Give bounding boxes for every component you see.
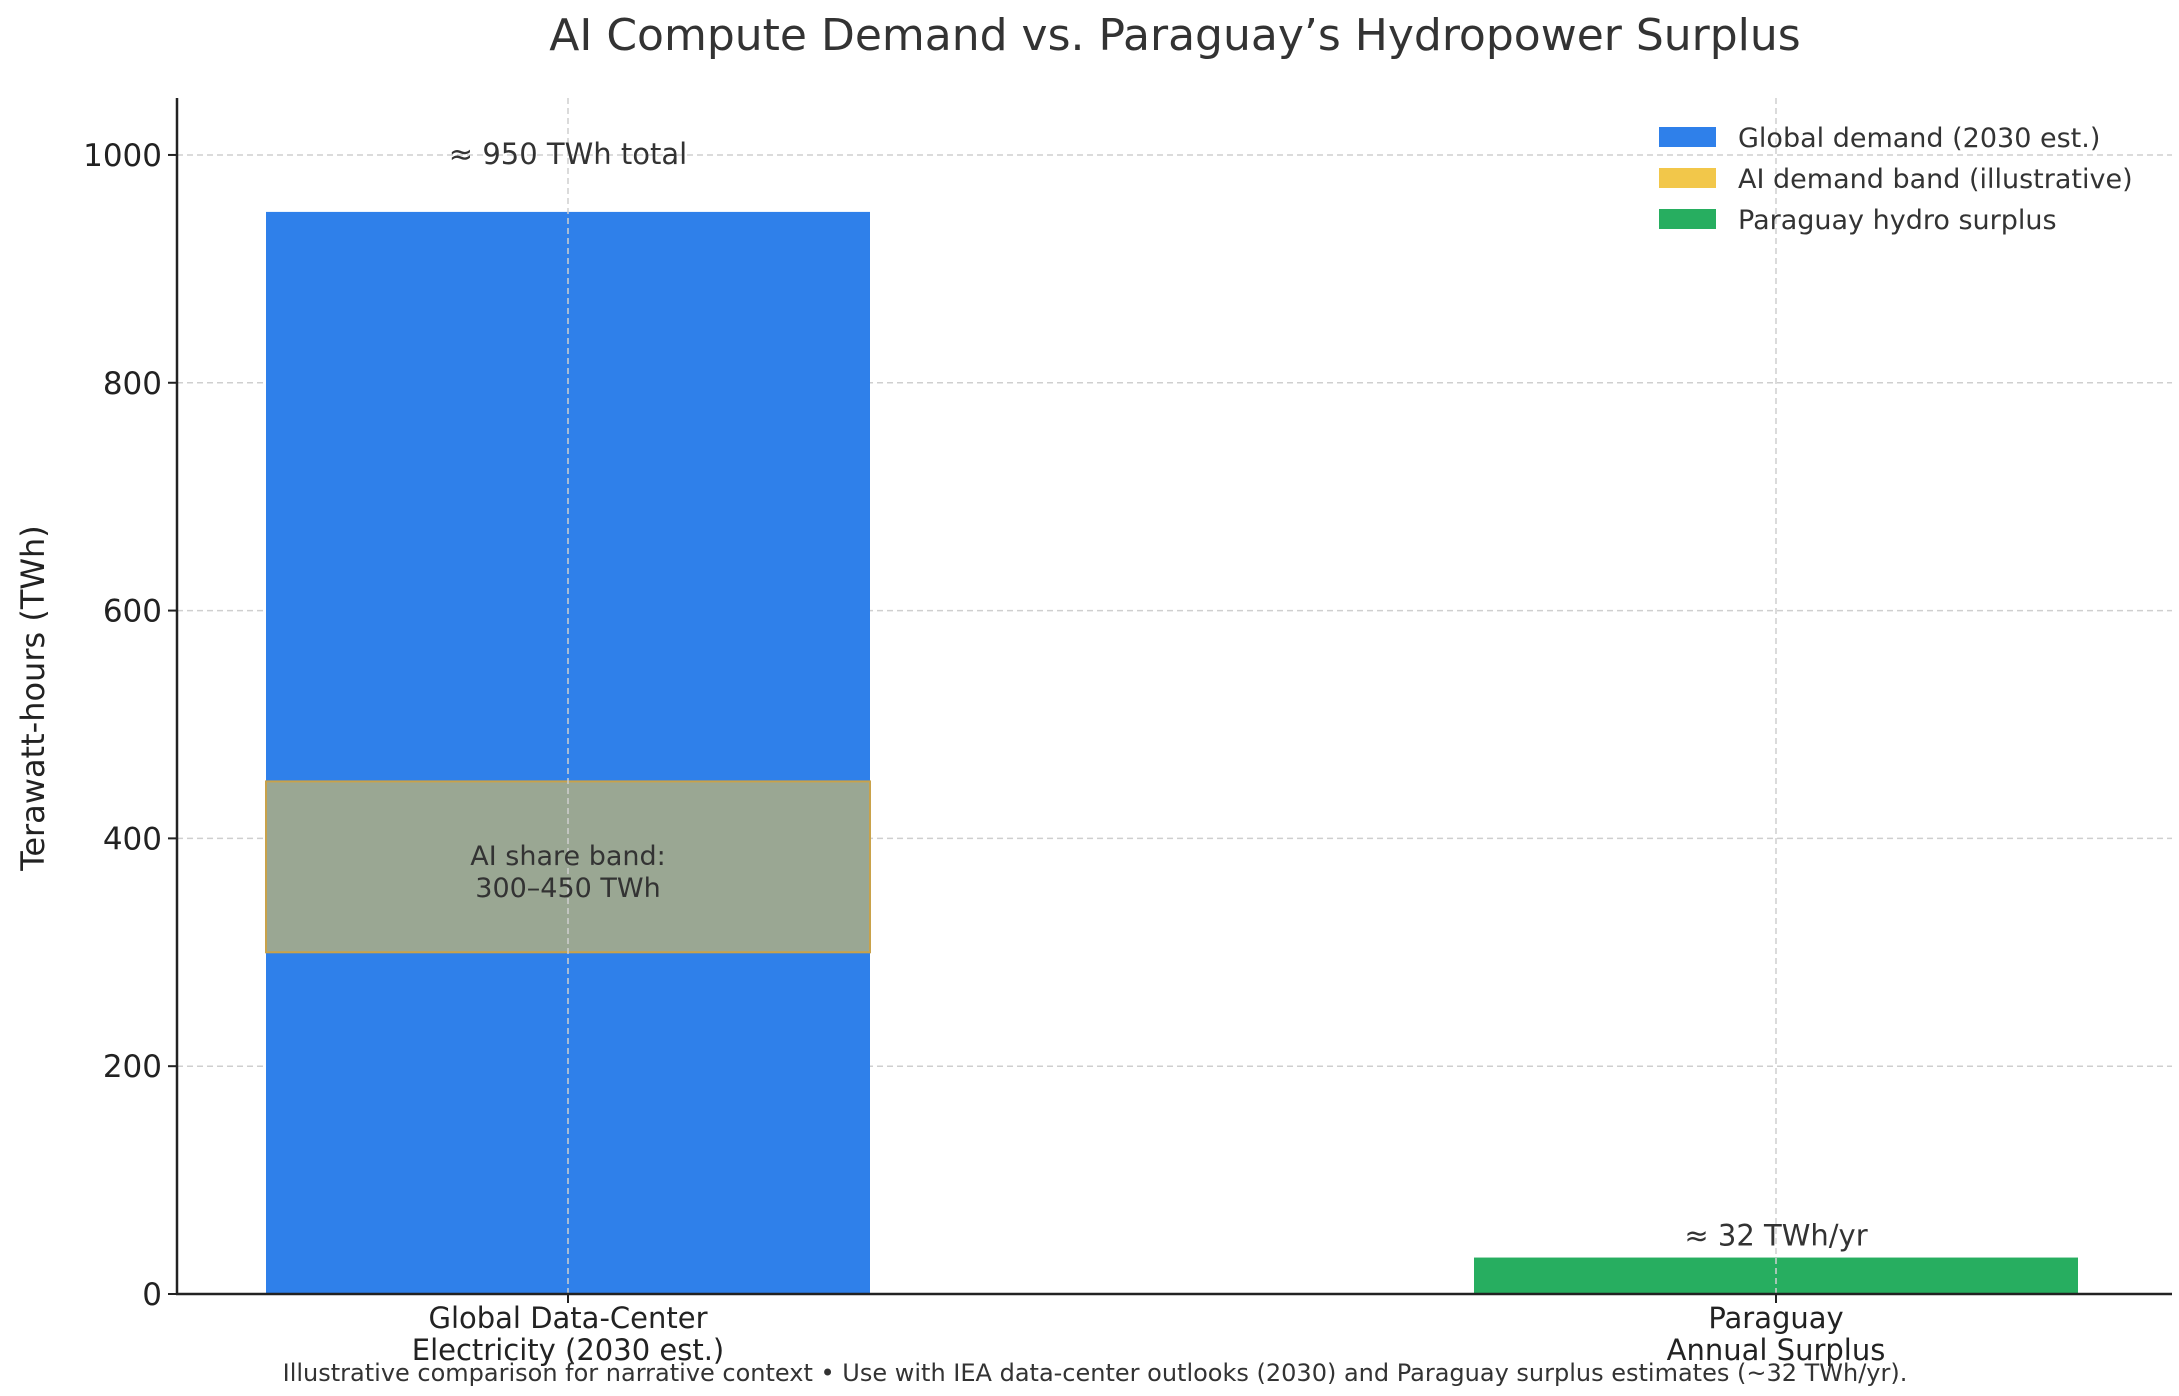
x-tick-label: Global Data-Center — [428, 1301, 707, 1335]
legend-label: Paraguay hydro surplus — [1738, 205, 2057, 236]
legend-swatch — [1659, 209, 1716, 229]
y-tick-label: 600 — [103, 594, 162, 630]
x-tick-label: Electricity (2030 est.) — [412, 1333, 724, 1367]
axes-layer: 0 200 400 600 800 1000 Global Data-CenterElect… — [83, 98, 2172, 1367]
band-label-line: 300–450 TWh — [475, 873, 660, 904]
legend-swatch — [1659, 168, 1716, 188]
labels-layer: ≈ 950 TWh total AI share band:300–450 TWh… — [449, 137, 1868, 1253]
bars-layer — [265, 98, 2078, 1294]
x-tick-label: Paraguay — [1708, 1301, 1843, 1335]
y-tick-label: 0 — [142, 1277, 162, 1313]
y-tick-label: 800 — [103, 366, 162, 402]
y-tick-label: 1000 — [83, 138, 162, 174]
y-axis-label: Terawatt-hours (TWh) — [14, 525, 52, 872]
legend-label: AI demand band (illustrative) — [1738, 164, 2133, 195]
y-tick-label: 400 — [103, 821, 162, 857]
x-tick-label: Annual Surplus — [1667, 1333, 1886, 1367]
legend: Global demand (2030 est.) AI demand band … — [1659, 123, 2133, 236]
y-tick-label: 200 — [103, 1049, 162, 1085]
data-label: ≈ 950 TWh total — [449, 137, 687, 171]
data-label: ≈ 32 TWh/yr — [1684, 1219, 1867, 1253]
chart-title: AI Compute Demand vs. Paraguay’s Hydropo… — [549, 10, 1800, 61]
legend-swatch — [1659, 127, 1716, 147]
footnote: Illustrative comparison for narrative co… — [283, 1359, 1908, 1387]
band-label-line: AI share band: — [470, 841, 665, 872]
legend-label: Global demand (2030 est.) — [1738, 123, 2100, 154]
